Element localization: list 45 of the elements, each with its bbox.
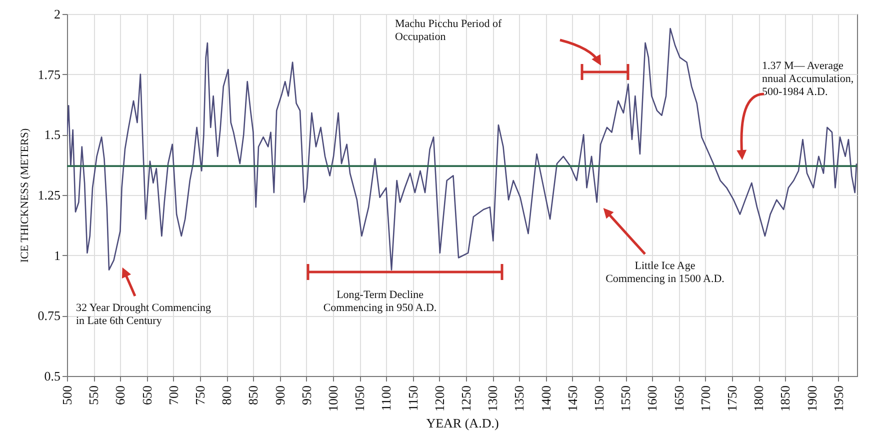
y-tick-label: 1.25 bbox=[38, 188, 60, 202]
x-tick-label: 600 bbox=[112, 386, 128, 405]
x-tick-label: 1750 bbox=[724, 386, 740, 412]
x-tick-label: 1200 bbox=[432, 386, 447, 412]
x-tick-label: 950 bbox=[298, 386, 314, 405]
y-tick-label: 1.75 bbox=[38, 66, 60, 82]
line-series bbox=[67, 28, 857, 270]
y-tick-label: 0.5 bbox=[44, 368, 60, 384]
x-tick-label: 1500 bbox=[591, 386, 606, 412]
x-tick-label: 500 bbox=[60, 386, 74, 405]
x-tick-label: 750 bbox=[192, 386, 208, 405]
x-tick-label: 1000 bbox=[325, 386, 340, 412]
annotation: Long-Term Decline Commencing in 950 A.D. bbox=[323, 289, 437, 314]
x-tick-label: 1150 bbox=[405, 386, 420, 412]
x-tick-label: 1550 bbox=[618, 386, 634, 412]
x-tick-label: 1250 bbox=[458, 386, 474, 412]
annotation: Little Ice Age Commencing in 1500 A.D. bbox=[606, 260, 725, 285]
x-tick-label: 1450 bbox=[564, 386, 580, 412]
x-tick-label: 1050 bbox=[352, 386, 368, 412]
x-tick-label: 1850 bbox=[778, 386, 793, 412]
x-tick-label: 1700 bbox=[698, 386, 713, 412]
annotation: 1.37 M— Average nnual Accumulation, 500-1984 A.D. bbox=[762, 60, 854, 98]
x-axis-title: YEAR (A.D.) bbox=[426, 416, 499, 430]
x-tick-label: 1650 bbox=[671, 386, 686, 412]
x-tick-label: 1900 bbox=[804, 386, 820, 412]
x-tick-label: 1950 bbox=[830, 386, 846, 412]
annotation: 32 Year Drought Commencing in Late 6th Century bbox=[76, 302, 212, 327]
x-tick-label: 850 bbox=[246, 386, 261, 405]
x-tick-label: 700 bbox=[166, 386, 181, 405]
x-tick-label: 1100 bbox=[378, 386, 394, 412]
x-tick-label: 900 bbox=[272, 386, 288, 405]
y-tick-label: 1 bbox=[54, 248, 60, 263]
x-tick-label: 550 bbox=[86, 386, 102, 405]
annotation: Machu Picchu Period of Occupation bbox=[395, 18, 502, 43]
x-tick-label: 1800 bbox=[751, 386, 766, 412]
x-tick-label: 800 bbox=[219, 386, 234, 405]
x-tick-label: 1600 bbox=[644, 386, 660, 412]
x-tick-label: 650 bbox=[139, 386, 154, 405]
y-tick-label: 0.75 bbox=[38, 308, 60, 324]
y-tick-label: 1.5 bbox=[44, 127, 60, 142]
y-axis-title: ICE THICKNESS (METERS) bbox=[18, 128, 31, 263]
y-tick-label: 2 bbox=[54, 6, 60, 22]
x-tick-label: 1350 bbox=[512, 386, 527, 412]
x-tick-label: 1400 bbox=[538, 386, 554, 412]
x-tick-label: 1300 bbox=[485, 386, 500, 412]
